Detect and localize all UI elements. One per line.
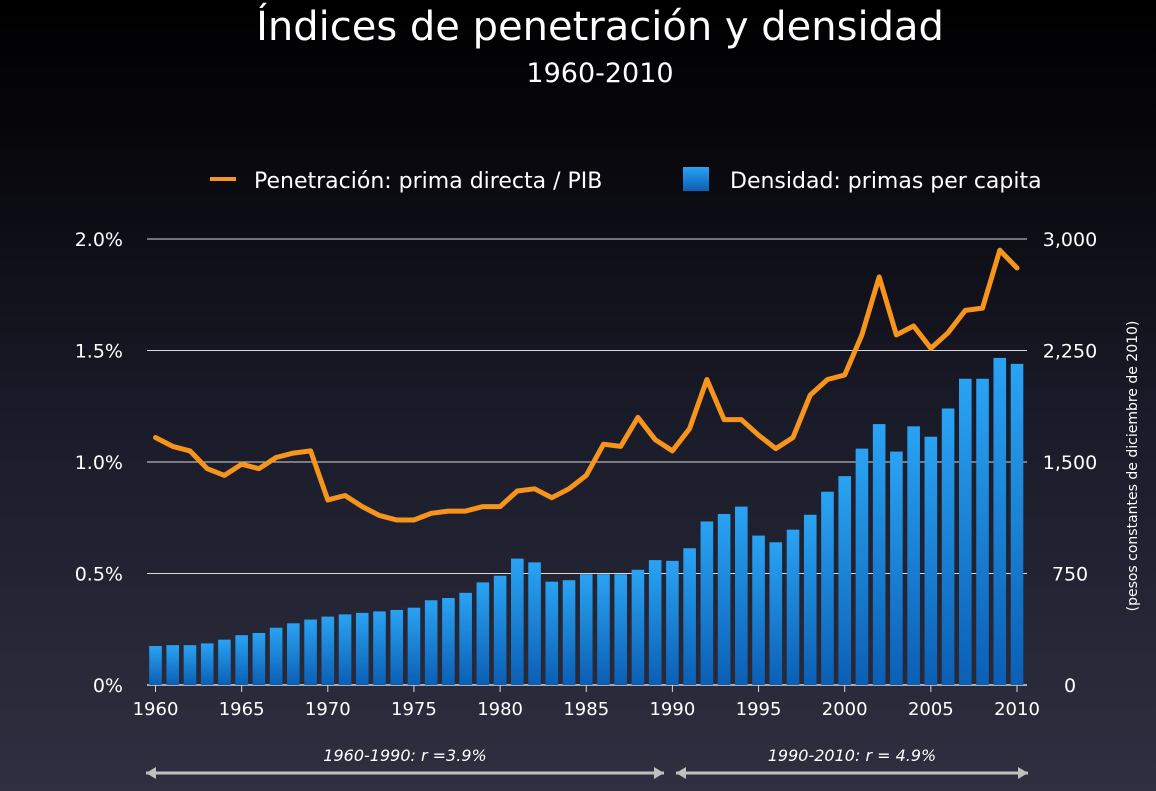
x-tick-label: 2000 (822, 699, 868, 720)
legend-bar-swatch (683, 167, 709, 191)
density-bar (321, 616, 335, 685)
density-bar (752, 535, 765, 685)
density-bar (597, 574, 610, 685)
x-tick-label: 1995 (736, 699, 782, 720)
density-bar (717, 514, 731, 685)
x-tick-label: 1960 (133, 699, 179, 720)
density-bar (993, 357, 1007, 685)
density-bar (855, 448, 869, 685)
right-tick-label: 0 (1064, 675, 1076, 697)
density-bar (683, 548, 696, 685)
density-bar (511, 558, 524, 685)
penetration-line (153, 247, 1020, 523)
density-bar (803, 514, 817, 685)
left-tick-label: 0.5% (75, 564, 123, 586)
x-tick-label: 1985 (563, 699, 609, 720)
density-bar (149, 646, 162, 685)
density-bar (200, 643, 214, 685)
density-bar (666, 560, 679, 685)
density-bar (631, 569, 645, 685)
x-tick-label: 2010 (994, 699, 1040, 720)
right-tick-label: 750 (1052, 564, 1088, 586)
annotation-arrow-right (1018, 767, 1028, 779)
density-bar (786, 529, 800, 685)
density-bar (648, 560, 662, 685)
x-tick-label: 1970 (305, 699, 351, 720)
density-bar (976, 378, 989, 685)
density-bar (304, 619, 317, 685)
density-bar (821, 491, 834, 685)
right-axis-label: (pesos constantes de diciembre de 2010) (1125, 321, 1141, 612)
density-bar (528, 562, 541, 685)
x-tick-label: 2005 (908, 699, 954, 720)
annotation-label: 1960-1990: r =3.9% (323, 746, 486, 765)
legend-bar-label: Densidad: primas per capita (730, 169, 1042, 194)
annotation-arrow-left (146, 767, 156, 779)
penetration-line-series (153, 247, 1020, 523)
x-axis: 1960 1965 1970 1975 1980 1985 1990 1995 2000 2005… (133, 685, 1040, 720)
density-bar (493, 575, 507, 685)
x-tick-label: 1980 (477, 699, 523, 720)
x-tick-label: 1975 (391, 699, 437, 720)
density-bar (941, 408, 955, 685)
density-bar (700, 521, 714, 685)
density-bar (390, 609, 404, 685)
left-tick-label: 1.0% (75, 452, 123, 474)
left-tick-label: 0% (93, 675, 123, 697)
legend: Penetración: prima directa / PIB Densida… (210, 167, 1042, 194)
density-bar (959, 378, 972, 685)
density-bar (459, 592, 472, 685)
chart-subtitle: 1960-2010 (526, 58, 674, 89)
density-bar (907, 426, 920, 685)
density-bar (269, 627, 283, 685)
density-bar (287, 623, 300, 685)
density-bar (252, 632, 266, 685)
right-tick-label: 1,500 (1043, 452, 1097, 474)
density-bar (235, 635, 248, 685)
legend-line-label: Penetración: prima directa / PIB (254, 169, 602, 194)
density-bar (614, 574, 628, 685)
right-tick-label: 3,000 (1043, 229, 1097, 251)
density-bar (735, 506, 748, 685)
density-bar (924, 436, 938, 685)
left-axis-ticks: 0% 0.5% 1.0% 1.5% 2.0% (75, 229, 123, 697)
density-bar (442, 598, 455, 685)
density-bar (183, 645, 197, 685)
density-bar (407, 607, 421, 685)
annotation-label: 1990-2010: r = 4.9% (768, 746, 937, 765)
left-tick-label: 2.0% (75, 229, 123, 251)
density-bar (872, 424, 886, 685)
density-bar (166, 645, 180, 685)
density-bar (579, 574, 593, 685)
density-bar (1010, 363, 1024, 685)
annotation-arrow-left (676, 767, 686, 779)
density-bar (890, 451, 903, 685)
density-bar (218, 639, 231, 685)
density-bar (545, 581, 559, 685)
chart-title: Índices de penetración y densidad (256, 4, 944, 50)
density-bar (373, 611, 386, 685)
period-annotations: 1960-1990: r =3.9% 1990-2010: r = 4.9% (146, 746, 1028, 779)
x-tick-label: 1990 (649, 699, 695, 720)
left-tick-label: 1.5% (75, 341, 123, 363)
right-tick-label: 2,250 (1043, 341, 1097, 363)
density-bar (338, 614, 352, 685)
density-bars (149, 357, 1024, 685)
density-bar (355, 612, 369, 685)
density-bar (769, 542, 783, 685)
density-bar (476, 582, 490, 685)
density-bar (838, 476, 851, 685)
density-bar (562, 580, 576, 685)
annotation-arrow-right (654, 767, 664, 779)
density-bar (424, 600, 438, 685)
right-axis-ticks: 0 750 1,500 2,250 3,000 (1043, 229, 1097, 697)
x-tick-label: 1965 (219, 699, 265, 720)
